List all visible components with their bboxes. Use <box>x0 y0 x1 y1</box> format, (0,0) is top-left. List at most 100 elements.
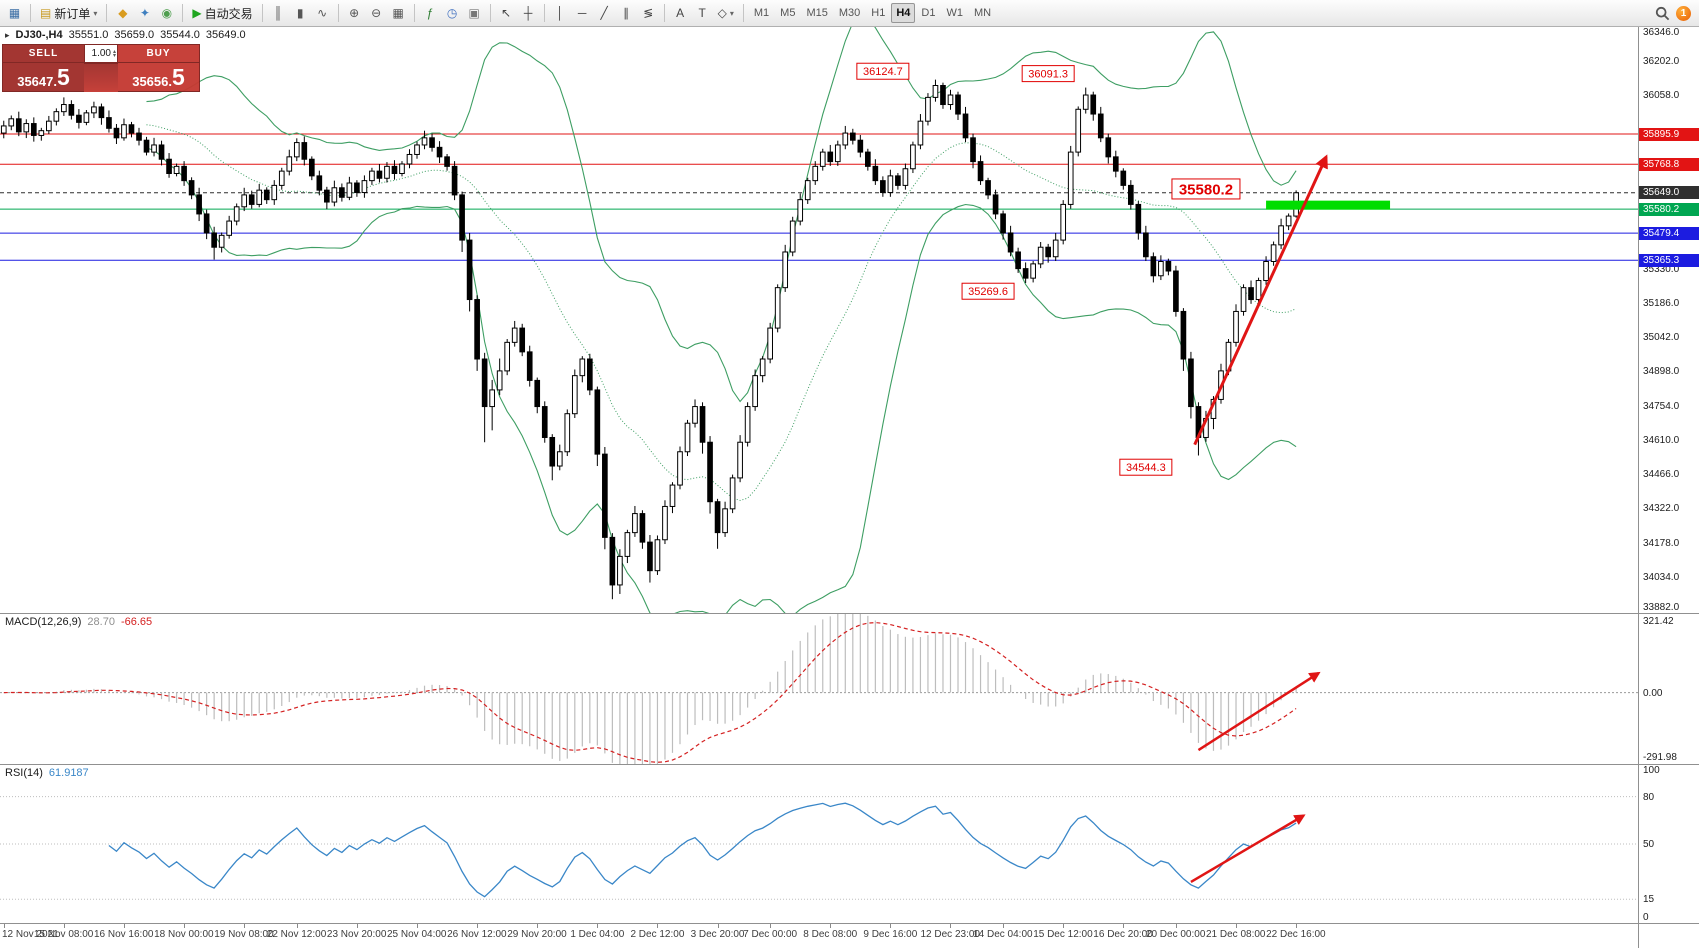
rsi-trend-arrow[interactable] <box>1190 814 1306 883</box>
chart-expand-icon[interactable]: ▸ <box>5 29 10 40</box>
line-chart-icon: ∿ <box>317 6 328 20</box>
volume-down-icon[interactable]: ▾ <box>112 52 116 59</box>
terminal-icon[interactable]: ◉ <box>156 3 177 24</box>
templates-icon[interactable]: ▣ <box>464 3 485 24</box>
toolbar-group: │ ─ ╱ ∥ ≶ <box>550 3 659 24</box>
level-price-axis-label: 35768.8 <box>1639 157 1699 171</box>
zoom-out-icon[interactable]: ⊖ <box>366 3 387 24</box>
price-callout[interactable]: 35580.2 <box>1171 178 1241 200</box>
cursor-icon[interactable]: ↖ <box>496 3 517 24</box>
label-icon[interactable]: T <box>692 3 713 24</box>
price-callout[interactable]: 36124.7 <box>856 62 910 80</box>
vertical-line-icon[interactable]: │ <box>550 3 571 24</box>
trade-widget-divider <box>84 63 118 92</box>
timeframe-h4[interactable]: H4 <box>891 3 916 23</box>
price-axis[interactable]: 36346.0 36202.0 36058.0 35330.0 35186.0 35042… <box>1638 27 1699 613</box>
timeframe-group: M1 M5 M15 M30 H1 H4 D1 W1 MN <box>749 3 996 23</box>
macd-trend-arrow[interactable] <box>1197 671 1321 752</box>
price-chart-plot[interactable]: 36124.7 36091.3 35580.2 35269.6 34544.3 <box>0 27 1638 613</box>
timeframe-h1[interactable]: H1 <box>866 3 890 23</box>
svg-text:36091.3: 36091.3 <box>1028 69 1068 81</box>
timeframe-mn[interactable]: MN <box>969 3 996 23</box>
rsi-axis-tick: 0 <box>1643 912 1649 923</box>
price-callout[interactable]: 35269.6 <box>961 282 1015 300</box>
time-axis-label: 1 Dec 04:00 <box>570 929 625 940</box>
tile-windows-icon: ▦ <box>392 6 404 20</box>
sell-price[interactable]: 35647. 5 <box>2 63 84 92</box>
text-icon[interactable]: A <box>670 3 691 24</box>
rsi-plot[interactable] <box>0 765 1638 923</box>
zoom-in-icon[interactable]: ⊕ <box>344 3 365 24</box>
rsi-panel: RSI(14) 61.9187 100 80 50 15 0 <box>0 764 1699 923</box>
indicators-icon[interactable]: ƒ <box>420 3 441 24</box>
timeframe-m5[interactable]: M5 <box>775 3 800 23</box>
search-icon[interactable] <box>1655 6 1670 21</box>
level-price-axis-label: 35895.9 <box>1639 127 1699 141</box>
rsi-axis-tick: 50 <box>1643 839 1655 850</box>
macd-plot[interactable] <box>0 614 1638 764</box>
auto-trading-button-label: 自动交易 <box>204 6 253 21</box>
trendline-icon[interactable]: ╱ <box>594 3 615 24</box>
time-axis[interactable]: 12 Nov 2021 15 Nov 08:00 16 Nov 16:00 18 No… <box>0 923 1699 948</box>
rsi-label: RSI(14) 61.9187 <box>5 767 89 779</box>
fibonacci-icon[interactable]: ≶ <box>638 3 659 24</box>
timeframe-m1[interactable]: M1 <box>749 3 774 23</box>
rsi-axis-tick: 80 <box>1643 791 1655 803</box>
crosshair-icon[interactable]: ┼ <box>518 3 539 24</box>
market-watch-icon[interactable]: ◆ <box>112 3 133 24</box>
rsi-value: 61.9187 <box>48 767 89 779</box>
volume-up-icon[interactable]: ▴ <box>112 48 116 55</box>
auto-trading-button[interactable]: ▶ 自动交易 <box>188 3 256 24</box>
price-axis-tick: 35330.0 <box>1643 263 1680 275</box>
price-callout[interactable]: 36091.3 <box>1021 65 1075 83</box>
horizontal-line-icon: ─ <box>577 6 587 20</box>
sell-button[interactable]: SELL <box>2 44 84 63</box>
toolbar-group: ◆ ✦ ◉ <box>112 3 177 24</box>
shapes-icon[interactable]: ◇ ▾ <box>714 3 738 24</box>
timeframe-m30[interactable]: M30 <box>834 3 865 23</box>
highlight-rectangle[interactable] <box>1266 200 1391 210</box>
macd-plot-area[interactable]: MACD(12,26,9) 28.70 -66.65 <box>0 614 1638 764</box>
time-labels[interactable]: 12 Nov 2021 15 Nov 08:00 16 Nov 16:00 18 No… <box>0 924 1638 948</box>
navigator-icon[interactable]: ✦ <box>134 3 155 24</box>
buy-price-big-digit: 5 <box>171 64 185 91</box>
buy-price[interactable]: 35656. 5 <box>118 63 200 92</box>
trend-arrow[interactable] <box>1193 154 1328 446</box>
rsi-axis[interactable]: 100 80 50 15 0 <box>1638 765 1699 923</box>
rsi-plot-area[interactable]: RSI(14) 61.9187 <box>0 765 1638 923</box>
volume-stepper[interactable]: 1.00 ▴ ▾ <box>84 44 118 63</box>
price-axis-tick: 34898.0 <box>1643 366 1680 378</box>
time-axis-label: 19 Nov 08:00 <box>214 929 274 940</box>
cursor-icon: ↖ <box>501 6 512 20</box>
new-order-button[interactable]: ▤ 新订单 ▾ <box>36 3 101 24</box>
chart-window-icon[interactable]: ▦ <box>4 3 25 24</box>
time-axis-label: 25 Nov 04:00 <box>387 929 447 940</box>
periods-icon[interactable]: ◷ <box>442 3 463 24</box>
time-axis-label: 26 Nov 12:00 <box>447 929 507 940</box>
timeframe-m15[interactable]: M15 <box>801 3 832 23</box>
notification-badge[interactable]: 1 <box>1676 5 1691 21</box>
line-chart-icon[interactable]: ∿ <box>312 3 333 24</box>
price-plot-area[interactable]: 36124.7 36091.3 35580.2 35269.6 34544.3 ▸ DJ… <box>0 27 1638 613</box>
macd-axis[interactable]: 321.42 0.00 -291.98 <box>1638 614 1699 764</box>
timeframe-d1[interactable]: D1 <box>916 3 940 23</box>
timeframe-w1[interactable]: W1 <box>941 3 968 23</box>
time-axis-tick <box>1296 924 1298 928</box>
time-axis-label: 2 Dec 12:00 <box>630 929 685 940</box>
horizontal-line-icon[interactable]: ─ <box>572 3 593 24</box>
toolbar-separator <box>543 4 545 22</box>
candlestick-chart-icon[interactable]: ▮ <box>290 3 311 24</box>
volume-value: 1.00 <box>91 48 111 59</box>
buy-button[interactable]: BUY <box>118 44 200 63</box>
tile-windows-icon[interactable]: ▦ <box>388 3 409 24</box>
time-axis-tick <box>356 924 358 928</box>
price-callout[interactable]: 34544.3 <box>1119 458 1173 476</box>
time-axis-label: 15 Dec 12:00 <box>1033 929 1093 940</box>
channel-icon[interactable]: ∥ <box>616 3 637 24</box>
time-axis-label: 12 Nov 2021 <box>2 929 59 940</box>
time-axis-label: 20 Dec 00:00 <box>1145 929 1206 940</box>
bar-high-value: 35659.0 <box>114 29 155 41</box>
bollinger-lower-band <box>146 147 1297 613</box>
bar-chart-icon[interactable]: ║ <box>268 3 289 24</box>
vertical-line-icon: │ <box>556 6 564 20</box>
